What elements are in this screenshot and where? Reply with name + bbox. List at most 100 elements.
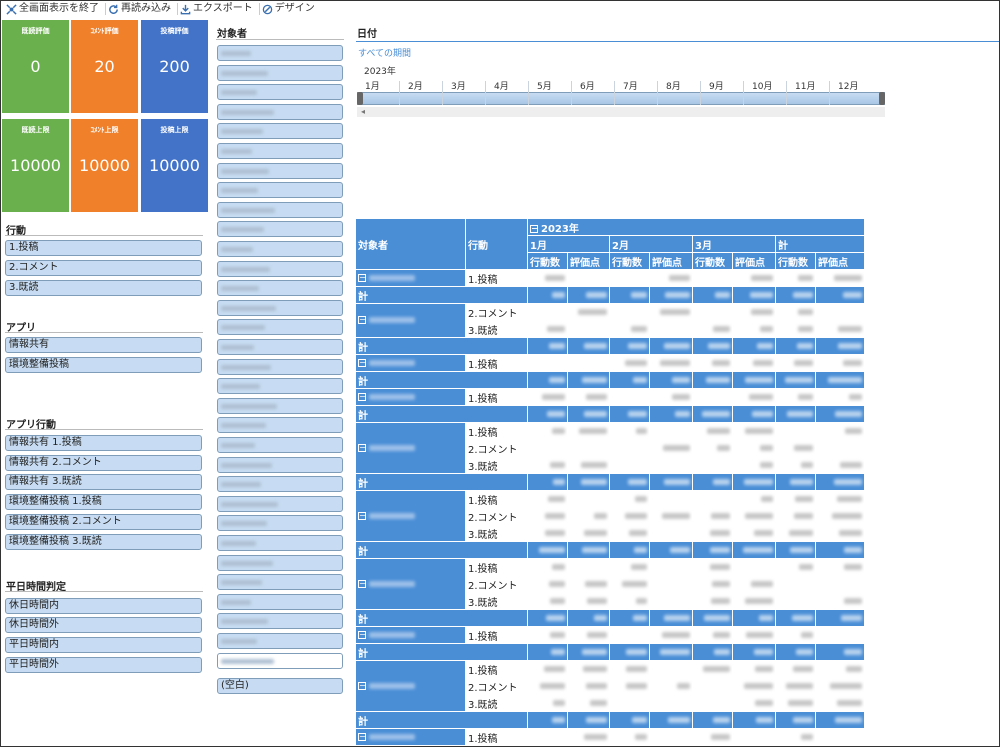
subject-item[interactable] (217, 221, 343, 237)
collapse-icon[interactable]: − (358, 315, 366, 324)
pivot-subject-cell[interactable]: − (355, 728, 466, 746)
subject-item[interactable] (217, 476, 343, 492)
timeline-month[interactable]: 8月 (666, 82, 681, 92)
subject-item[interactable] (217, 417, 343, 433)
subject-item[interactable] (217, 45, 343, 61)
collapse-icon[interactable]: − (358, 578, 366, 588)
design-button[interactable]: デザイン (260, 3, 321, 15)
timeline-month[interactable]: 5月 (537, 82, 552, 92)
redacted-value (636, 598, 647, 604)
filter-item-env-post[interactable]: 環境整備投稿 (5, 357, 202, 373)
timeline-month[interactable]: 3月 (451, 82, 466, 92)
subject-item[interactable] (217, 378, 343, 394)
filter-item-post[interactable]: 1.投稿 (5, 240, 202, 256)
timeline-month[interactable]: 12月 (838, 82, 859, 92)
filter-item[interactable]: 環境整備投稿 3.既読 (5, 534, 202, 550)
timeline-month[interactable]: 11月 (795, 82, 816, 92)
collapse-icon[interactable]: − (530, 223, 538, 233)
collapse-icon[interactable]: − (358, 391, 366, 401)
collapse-icon[interactable]: − (358, 680, 366, 690)
pivot-total-cell (649, 473, 693, 491)
collapse-icon[interactable]: − (358, 442, 366, 452)
reload-icon (109, 4, 118, 14)
collapse-icon[interactable]: − (358, 272, 366, 282)
pivot-total-cell (815, 609, 865, 627)
subject-item[interactable] (217, 555, 343, 571)
subject-item[interactable] (217, 143, 343, 159)
subject-item[interactable] (217, 84, 343, 100)
all-periods-link[interactable]: すべての期間 (358, 49, 412, 59)
pivot-subject-cell[interactable]: − (355, 269, 466, 287)
timeline-month[interactable]: 1月 (365, 82, 380, 92)
subject-item[interactable] (217, 241, 343, 257)
pivot-subject-cell[interactable]: − (355, 490, 466, 542)
timeline-month[interactable]: 4月 (494, 82, 509, 92)
subject-item[interactable] (217, 339, 343, 355)
pivot-subject-cell[interactable]: − (355, 422, 466, 474)
timeline-month[interactable]: 2月 (408, 82, 423, 92)
exit-fullscreen-button[interactable]: 全画面表示を終了 (4, 3, 106, 15)
scroll-left-arrow-icon[interactable]: ◂ (361, 107, 366, 116)
subject-item[interactable] (217, 574, 343, 590)
subject-item[interactable] (217, 398, 343, 414)
collapse-icon[interactable]: − (358, 731, 366, 741)
filter-item-info-share[interactable]: 情報共有 (5, 337, 202, 353)
pivot-subject-cell[interactable]: − (355, 558, 466, 610)
timeline-range-bar[interactable] (357, 81, 885, 105)
subject-item[interactable] (217, 123, 343, 139)
subject-item[interactable] (217, 319, 343, 335)
subject-item[interactable] (217, 613, 343, 629)
reload-button[interactable]: 再読み込み (106, 3, 178, 15)
subject-item[interactable] (217, 300, 343, 316)
subject-item[interactable] (217, 359, 343, 375)
pivot-subject-cell[interactable]: − (355, 303, 466, 338)
timeline-month[interactable]: 6月 (580, 82, 595, 92)
filter-item[interactable]: 休日時間外 (5, 617, 202, 633)
filter-item[interactable]: 情報共有 3.既読 (5, 474, 202, 490)
filter-item[interactable]: 環境整備投稿 2.コメント (5, 514, 202, 530)
filter-item-read[interactable]: 3.既読 (5, 280, 202, 296)
timeline-end-handle[interactable] (879, 92, 885, 105)
filter-item[interactable]: 情報共有 2.コメント (5, 455, 202, 471)
subject-item[interactable] (217, 594, 343, 610)
subject-item[interactable] (217, 202, 343, 218)
subject-item[interactable] (217, 457, 343, 473)
subject-item[interactable] (217, 65, 343, 81)
collapse-icon[interactable]: − (358, 510, 366, 520)
subject-item[interactable] (217, 437, 343, 453)
timeline-month[interactable]: 10月 (752, 82, 773, 92)
subject-item[interactable] (217, 633, 343, 649)
collapse-icon[interactable]: − (358, 629, 366, 639)
filter-item[interactable]: 平日時間外 (5, 657, 202, 673)
redacted-value (586, 683, 607, 689)
subject-item[interactable] (217, 496, 343, 512)
timeline-month[interactable]: 7月 (623, 82, 638, 92)
collapse-icon[interactable]: − (358, 357, 366, 367)
timeline-month[interactable]: 9月 (709, 82, 724, 92)
timeline-start-handle[interactable] (357, 92, 363, 105)
pivot-value-cell (609, 388, 650, 406)
redacted-value (585, 292, 607, 298)
subject-item[interactable] (217, 261, 343, 277)
subject-item[interactable] (217, 280, 343, 296)
pivot-subject-cell[interactable]: − (355, 388, 466, 406)
subject-item[interactable] (217, 182, 343, 198)
timeline-scrollbar[interactable]: ◂ (357, 107, 885, 117)
subject-item[interactable] (217, 104, 343, 120)
subject-item[interactable] (217, 653, 343, 669)
filter-item[interactable]: 環境整備投稿 1.投稿 (5, 494, 202, 510)
pivot-subject-cell[interactable]: − (355, 354, 466, 372)
pivot-subject-cell[interactable]: − (355, 660, 466, 712)
filter-item[interactable]: 情報共有 1.投稿 (5, 435, 202, 451)
pivot-subject-cell[interactable]: − (355, 626, 466, 644)
subject-item[interactable] (217, 163, 343, 179)
filter-item-comment[interactable]: 2.コメント (5, 260, 202, 276)
pivot-year-header[interactable]: −2023年 (527, 218, 865, 236)
filter-item[interactable]: 休日時間内 (5, 598, 202, 614)
subject-item[interactable] (217, 515, 343, 531)
redacted-value (846, 666, 862, 672)
filter-item[interactable]: 平日時間内 (5, 637, 202, 653)
export-button[interactable]: エクスポート (178, 3, 260, 15)
subject-item-blank[interactable]: (空白) (217, 678, 343, 694)
subject-item[interactable] (217, 535, 343, 551)
